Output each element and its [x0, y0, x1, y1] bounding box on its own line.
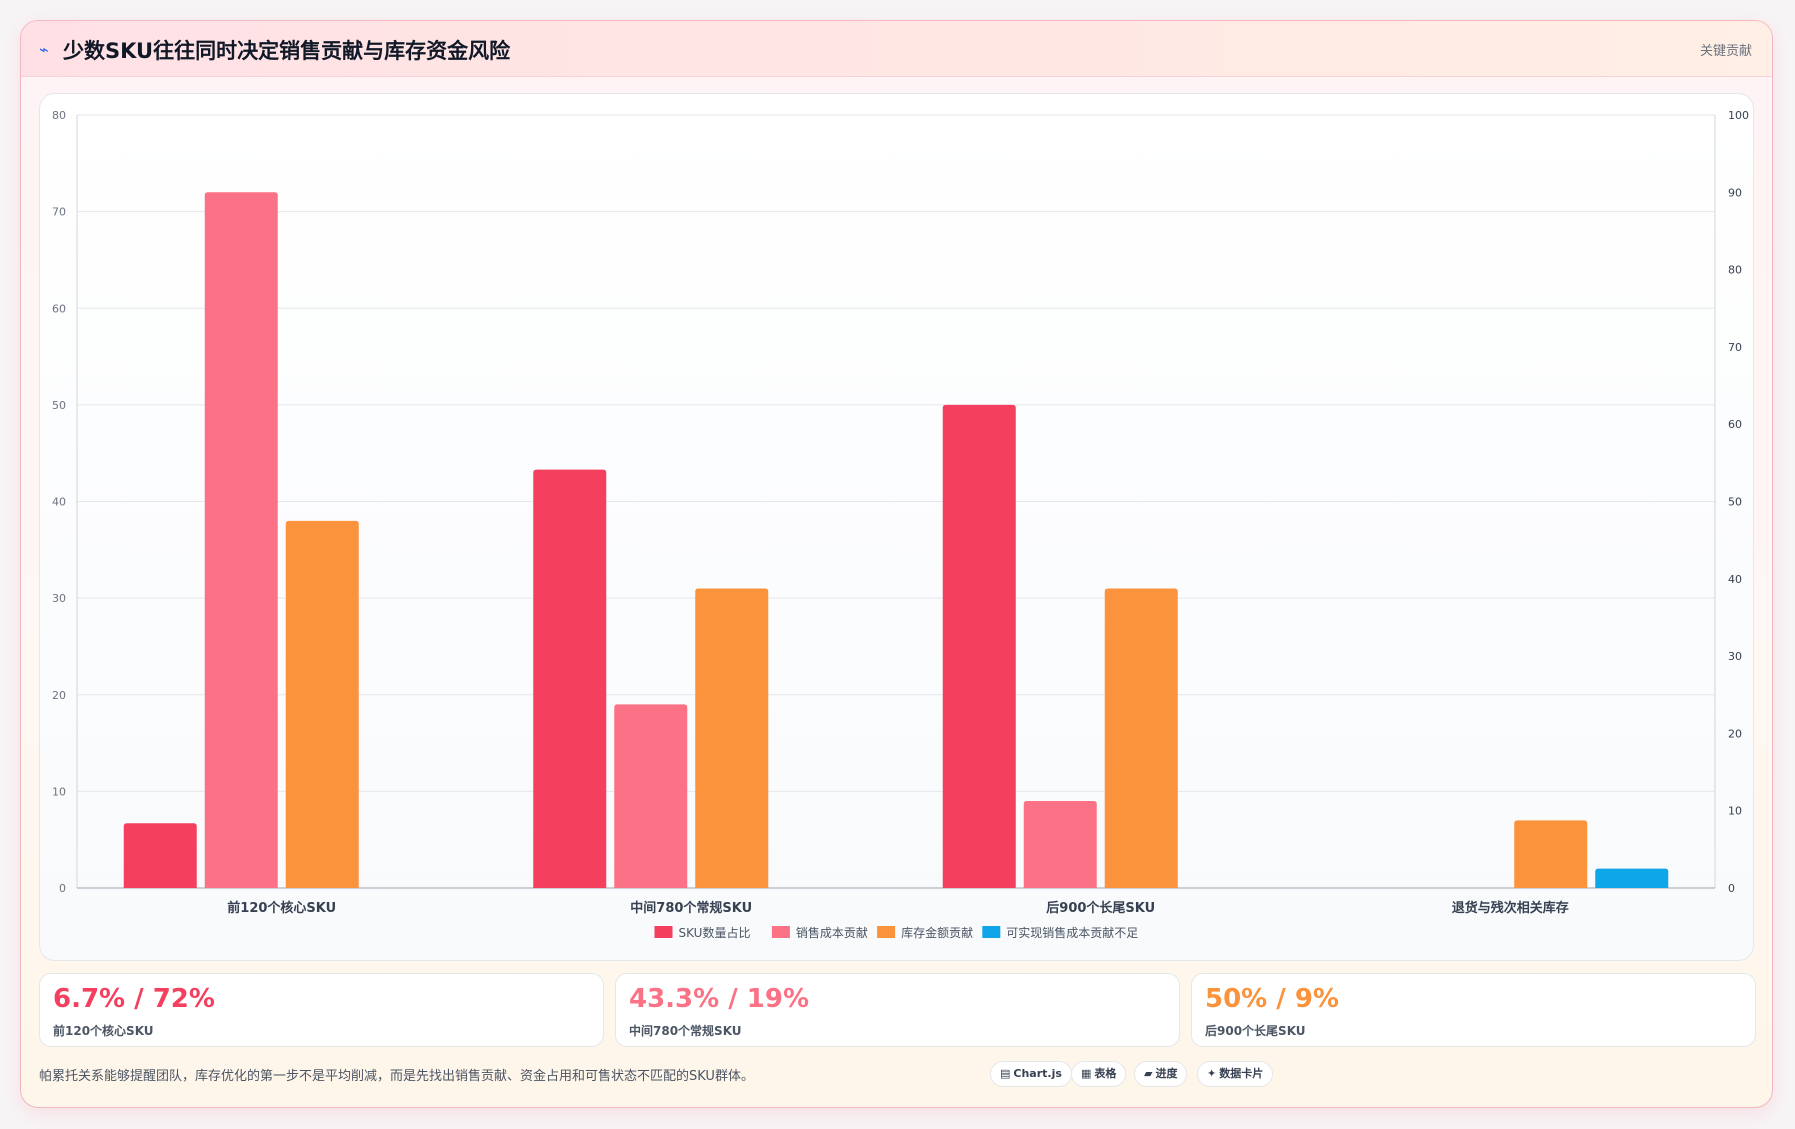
chart-card: ⌁ 少数SKU往往同时决定销售贡献与库存资金风险 关键贡献 0 10 20 30 40 5… — [20, 20, 1773, 1108]
x-tick-label: 中间780个常规SKU — [630, 900, 752, 916]
bar — [533, 469, 607, 888]
bar-chart: 0 10 20 30 40 50 60 70 80 0 10 20 30 40 50 60 70 80 90 100 前… — [52, 109, 1749, 940]
stat-value: 43.3% / 19% — [629, 984, 810, 1014]
chip-label: 数据卡片 — [1219, 1067, 1264, 1080]
bar — [942, 404, 1016, 888]
legend-label: SKU数量占比 — [679, 925, 751, 940]
legend-swatch — [654, 926, 673, 938]
chip-table[interactable]: ▦ 表格 — [1071, 1061, 1127, 1087]
y-right-tick-label: 30 — [1728, 650, 1742, 663]
legend-label: 库存金额贡献 — [901, 925, 973, 940]
chip-chartjs[interactable]: ▤ Chart.js — [990, 1061, 1072, 1087]
stat-card-regular: 43.3% / 19% 中间780个常规SKU — [615, 973, 1180, 1047]
chart-panel: 0 10 20 30 40 50 60 70 80 0 10 20 30 40 50 60 70 80 90 100 前… — [39, 93, 1754, 961]
legend-label: 销售成本贡献 — [796, 925, 868, 940]
chart-icon: ▤ — [1000, 1067, 1011, 1080]
y-right-tick-label: 50 — [1728, 496, 1742, 509]
bar — [204, 192, 278, 889]
stat-card-longtail: 50% / 9% 后900个长尾SKU — [1191, 973, 1756, 1047]
x-tick-label: 退货与残次相关库存 — [1452, 900, 1569, 916]
y-right-tick-label: 80 — [1728, 264, 1742, 277]
legend-swatch — [771, 926, 790, 938]
stat-label: 前120个核心SKU — [53, 1024, 154, 1038]
stat-card-core: 6.7% / 72% 前120个核心SKU — [39, 973, 604, 1047]
legend-swatch — [982, 926, 1001, 938]
stat-value: 6.7% / 72% — [53, 984, 215, 1014]
y-right-tick-label: 0 — [1728, 882, 1735, 895]
y-left-tick-label: 20 — [52, 689, 66, 702]
bar — [1104, 588, 1178, 888]
y-left-tick-label: 70 — [52, 206, 66, 219]
sparkle-icon: ✦ — [1207, 1067, 1217, 1080]
y-right-tick-label: 70 — [1728, 341, 1742, 354]
footer-note: 帕累托关系能够提醒团队，库存优化的第一步不是平均削减，而是先找出销售贡献、资金占… — [39, 1069, 754, 1084]
stat-label: 后900个长尾SKU — [1205, 1024, 1306, 1038]
bar — [1514, 820, 1588, 888]
chip-label: 表格 — [1094, 1067, 1117, 1080]
stat-label: 中间780个常规SKU — [629, 1024, 742, 1038]
bar — [695, 588, 769, 888]
card-title: 少数SKU往往同时决定销售贡献与库存资金风险 — [63, 39, 511, 63]
card-header: ⌁ 少数SKU往往同时决定销售贡献与库存资金风险 关键贡献 — [21, 21, 1772, 77]
chip-data-card[interactable]: ✦ 数据卡片 — [1197, 1061, 1274, 1087]
y-right-tick-label: 100 — [1728, 109, 1749, 122]
x-tick-label: 后900个长尾SKU — [1046, 900, 1155, 916]
y-right-tick-label: 60 — [1728, 418, 1742, 431]
chip-progress[interactable]: ▰ 进度 — [1134, 1061, 1188, 1087]
header-badge: 关键贡献 — [1699, 44, 1752, 59]
bar — [285, 520, 359, 888]
x-tick-label: 前120个核心SKU — [227, 900, 336, 916]
stat-value: 50% / 9% — [1205, 984, 1339, 1014]
y-left-tick-label: 30 — [52, 592, 66, 605]
bar — [1595, 868, 1669, 888]
bar — [1023, 801, 1097, 888]
y-left-tick-label: 50 — [52, 399, 66, 412]
y-left-tick-label: 80 — [52, 109, 66, 122]
chip-label: 进度 — [1155, 1067, 1178, 1080]
bar — [123, 823, 197, 888]
y-left-tick-label: 60 — [52, 302, 66, 315]
y-right-tick-label: 40 — [1728, 573, 1742, 586]
progress-icon: ▰ — [1144, 1067, 1153, 1080]
y-right-tick-label: 10 — [1728, 805, 1742, 818]
y-left-tick-label: 0 — [59, 882, 66, 895]
bar — [614, 704, 688, 888]
trend-line-icon: ⌁ — [39, 40, 49, 59]
chip-label: Chart.js — [1013, 1067, 1062, 1080]
y-right-tick-label: 20 — [1728, 727, 1742, 740]
y-left-tick-label: 40 — [52, 496, 66, 509]
legend-swatch — [877, 926, 896, 938]
y-right-tick-label: 90 — [1728, 186, 1742, 199]
y-left-tick-label: 10 — [52, 785, 66, 798]
table-icon: ▦ — [1081, 1067, 1092, 1080]
legend-label: 可实现销售成本贡献不足 — [1006, 925, 1138, 940]
